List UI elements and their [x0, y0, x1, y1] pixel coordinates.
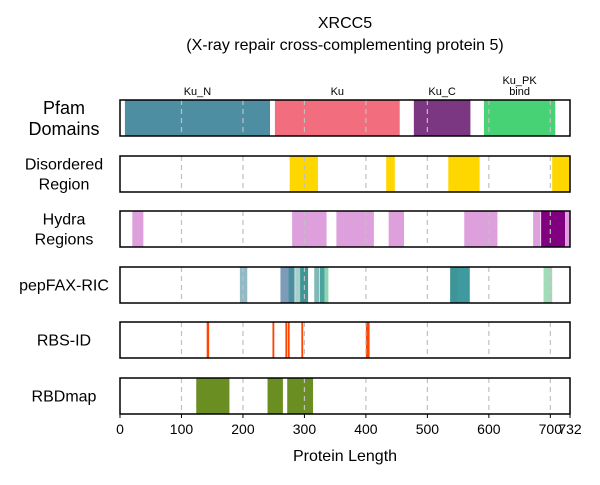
segment-pepfax-ric-9 — [450, 267, 458, 303]
track-rbdmap: RBDmap — [32, 377, 571, 415]
segment-disordered-region-3 — [448, 156, 480, 192]
segment-disordered-region-1 — [289, 156, 318, 192]
segment-pepfax-ric-4 — [295, 267, 301, 303]
segment-hydra-regions-3 — [336, 211, 374, 247]
segment-rbs-id-1 — [206, 322, 210, 358]
track-frame — [119, 266, 571, 304]
x-tick-label: 600 — [477, 421, 501, 437]
track-label: Pfam Domains — [28, 98, 99, 139]
segment-pepfax-ric-2 — [280, 267, 289, 303]
segment-pepfax-ric-1 — [239, 267, 248, 303]
segment-disordered-region-2 — [386, 156, 395, 192]
segment-hydra-regions-7 — [541, 211, 566, 247]
track-label: RBDmap — [32, 389, 97, 406]
track-frame — [119, 210, 571, 248]
chart-subtitle: (X-ray repair cross-complementing protei… — [186, 37, 503, 54]
segment-hydra-regions-8 — [565, 211, 570, 247]
track-rbs-id: RBS-ID — [37, 321, 571, 359]
x-tick-label: 100 — [170, 421, 194, 437]
segment-rbdmap-1 — [196, 378, 230, 414]
segment-disordered-region-4 — [552, 156, 570, 192]
segment-pepfax-ric-3 — [288, 267, 295, 303]
chart-title: XRCC5 — [318, 15, 372, 32]
track-label: Disordered Region — [25, 157, 103, 194]
x-tick-label: 200 — [231, 421, 255, 437]
segment-pepfax-ric-8 — [324, 267, 329, 303]
segment-hydra-regions-1 — [132, 211, 144, 247]
x-tick-label: 700 — [539, 421, 563, 437]
x-tick-label: 500 — [416, 421, 440, 437]
x-tick-label: 300 — [293, 421, 317, 437]
segment-rbs-id-6 — [365, 322, 370, 358]
segment-rbs-id-3 — [285, 322, 288, 358]
segment-rbs-id-2 — [272, 322, 275, 358]
segment-hydra-regions-4 — [388, 211, 405, 247]
track-frame — [119, 321, 571, 359]
segment-pfam-domains-3 — [413, 100, 471, 136]
x-tick-label: 732 — [558, 421, 582, 437]
track-pepfax-ric: pepFAX-RIC — [19, 266, 571, 304]
x-tick-label: 0 — [116, 421, 124, 437]
domain-label: Ku_C — [428, 86, 456, 98]
segment-pepfax-ric-11 — [543, 267, 553, 303]
segment-hydra-regions-2 — [292, 211, 327, 247]
domain-label: Ku_PK — [502, 75, 537, 87]
track-frame — [119, 155, 571, 193]
x-tick-label: 400 — [354, 421, 378, 437]
segment-hydra-regions-6 — [533, 211, 541, 247]
track-frame — [119, 377, 571, 415]
x-axis-label: Protein Length — [293, 448, 397, 465]
segment-rbs-id-4 — [287, 322, 290, 358]
domain-label: Ku_N — [184, 86, 212, 98]
segment-hydra-regions-5 — [464, 211, 498, 247]
segment-rbs-id-5 — [301, 322, 304, 358]
segment-pfam-domains-1 — [124, 100, 270, 136]
segment-rbdmap-2 — [267, 378, 283, 414]
track-label: RBS-ID — [37, 333, 91, 350]
track-hydra-regions: Hydra Regions — [35, 210, 571, 249]
segment-pepfax-ric-10 — [457, 267, 470, 303]
track-disordered-region: Disordered Region — [25, 155, 571, 194]
segment-pepfax-ric-7 — [319, 267, 325, 303]
track-frame — [119, 99, 571, 137]
segment-pepfax-ric-6 — [314, 267, 320, 303]
track-label: pepFAX-RIC — [19, 278, 109, 295]
segment-rbdmap-3 — [287, 378, 314, 414]
segment-pfam-domains-4 — [483, 100, 556, 136]
domain-label: bind — [509, 86, 530, 98]
domain-label: Ku — [331, 86, 344, 98]
segment-pfam-domains-2 — [274, 100, 400, 136]
track-label: Hydra Regions — [35, 212, 94, 249]
